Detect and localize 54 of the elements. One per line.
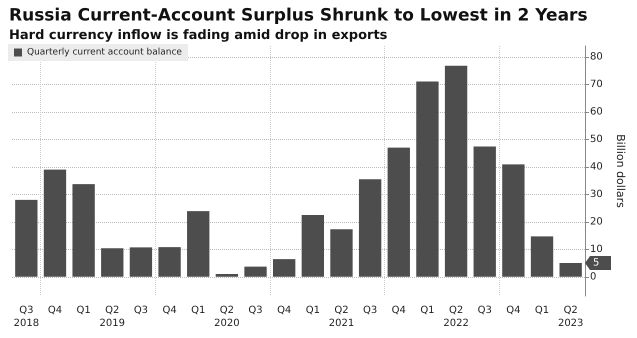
bar xyxy=(444,66,468,277)
x-tick-label: Q2 2022 xyxy=(443,305,469,329)
x-tick-label: Q2 2020 xyxy=(214,305,240,329)
bar xyxy=(244,266,267,277)
x-tick-label: Q4 xyxy=(277,305,292,316)
x-tick-label: Q2 2023 xyxy=(558,305,584,329)
y-tick-label: 70 xyxy=(590,78,603,90)
bar xyxy=(101,248,124,277)
y-tick-label: 80 xyxy=(590,51,603,62)
x-tick-label: Q3 xyxy=(478,305,492,316)
x-tick-label: Q3 xyxy=(363,305,378,316)
x-tick-label: Q3 2018 xyxy=(14,305,40,329)
bar xyxy=(302,214,324,277)
bar xyxy=(15,200,38,277)
x-tick-label: Q1 xyxy=(306,305,320,316)
y-tick-label: 40 xyxy=(590,161,603,172)
bar xyxy=(502,164,525,277)
bar xyxy=(273,259,296,277)
x-tick-label: Q3 xyxy=(134,305,148,316)
x-tick-label: Q4 xyxy=(392,305,406,316)
y-tick-label: 20 xyxy=(590,216,603,228)
annotation: 5 xyxy=(593,258,600,269)
bar xyxy=(416,81,439,277)
y-tick-label: 30 xyxy=(590,188,603,200)
bar xyxy=(358,179,382,277)
x-tick-label: Q1 xyxy=(420,305,435,316)
y-tick-label: 50 xyxy=(590,134,603,145)
bar xyxy=(330,229,353,277)
chart-title: Russia Current-Account Surplus Shrunk to Lowest in 2 Years xyxy=(9,6,588,26)
y-tick-label: 60 xyxy=(590,106,603,118)
y-tick-label: 0 xyxy=(590,271,596,282)
bar xyxy=(530,236,554,277)
x-tick-label: Q3 xyxy=(248,305,263,316)
chart-subtitle: Hard currency inflow is fading amid drop in exports xyxy=(9,28,388,43)
x-tick-label: Q1 xyxy=(76,305,91,316)
bar xyxy=(72,184,95,277)
bar xyxy=(216,274,238,277)
y-axis-title: Billion dollars xyxy=(614,134,627,208)
bar xyxy=(44,170,66,277)
x-tick-label: Q4 xyxy=(506,305,520,316)
y-tick-label: 10 xyxy=(590,244,603,255)
bar xyxy=(158,247,181,277)
x-tick-label: Q1 xyxy=(191,305,206,316)
x-tick-label: Q4 xyxy=(48,305,62,316)
x-tick-label: Q1 xyxy=(534,305,550,316)
x-tick-label: Q4 xyxy=(162,305,177,316)
bar xyxy=(130,247,152,277)
bar xyxy=(187,211,210,277)
bar xyxy=(474,146,496,277)
bar xyxy=(560,263,582,277)
legend-label: Quarterly current account balance xyxy=(27,48,182,58)
x-tick-label: Q2 2021 xyxy=(328,305,354,329)
x-tick-label: Q2 2019 xyxy=(100,305,125,329)
bar xyxy=(388,148,410,277)
